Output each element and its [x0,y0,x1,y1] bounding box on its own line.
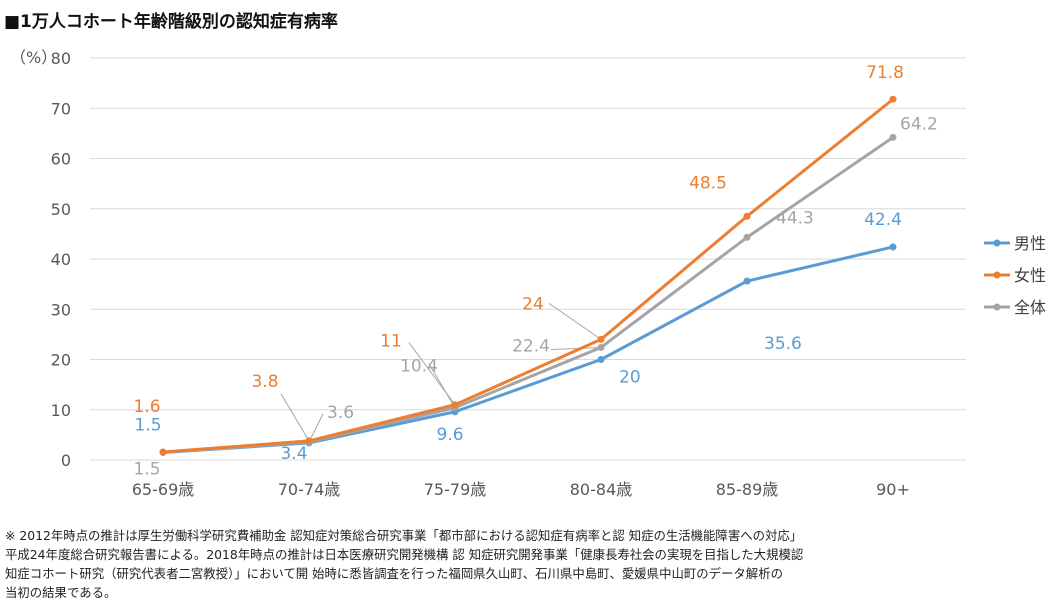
x-tick-label: 70-74歳 [278,480,341,499]
y-tick-label: 40 [51,250,71,269]
data-label: 42.4 [864,210,902,230]
y-tick-label: 70 [51,99,71,118]
legend-label: 女性 [1014,266,1046,285]
gridlines [90,57,966,461]
y-tick-label: 20 [51,351,71,370]
y-tick-label: 60 [51,150,71,169]
x-axis-ticks: 65-69歳 70-74歳 75-79歳 80-84歳 85-89歳 90+ [132,480,910,499]
data-point [451,401,459,409]
data-label: 11 [380,332,402,352]
data-label: 24 [522,294,544,314]
leader-line [280,393,310,442]
data-point [159,448,167,456]
data-labels: 1.5 3.4 9.6 20 35.6 42.4 1.6 3.8 11 24 48.5 71.8 1.5… [133,63,937,479]
data-point [597,335,605,343]
legend-marker [993,239,1001,247]
x-tick-label: 85-89歳 [716,480,779,499]
data-point [889,133,897,141]
data-point [305,437,313,445]
data-label: 22.4 [512,336,550,356]
data-point [889,243,897,251]
data-point [889,95,897,103]
data-label: 64.2 [900,114,938,134]
x-tick-label: 65-69歳 [132,480,195,499]
legend-marker [993,303,1001,311]
label-leader-lines [280,219,773,443]
footnote: ※ 2012年時点の推計は厚生労働科学研究費補助金 認知症対策総合研究事業「都市… [5,528,804,600]
y-tick-label: 50 [51,200,71,219]
x-tick-label: 75-79歳 [424,480,487,499]
data-label: 9.6 [436,425,463,445]
data-label: 1.5 [133,459,160,479]
x-tick-label: 90+ [876,480,910,499]
data-label: 3.6 [327,403,354,423]
leader-line [548,302,602,340]
data-label: 3.8 [251,372,278,392]
data-label: 1.5 [134,415,161,435]
y-axis-ticks: 0 10 20 30 40 50 60 70 80 [51,49,71,470]
series-line-女性 [161,97,895,454]
series-lines [159,95,897,456]
data-label: 48.5 [689,173,727,193]
legend-marker [993,271,1001,279]
y-tick-label: 0 [61,451,71,470]
y-tick-label: 80 [51,49,71,68]
data-point [597,356,605,363]
data-label: 10.4 [400,357,438,377]
leader-line [308,413,324,443]
leader-line [550,346,602,350]
legend-label: 全体 [1014,298,1046,317]
x-tick-label: 80-84歳 [570,480,633,499]
data-label: 35.6 [764,334,802,354]
data-point [743,233,751,241]
data-label: 20 [619,368,641,388]
data-label: 3.4 [280,444,307,464]
chart: ■1万人コホート年齢階級別の認知症有病率 （%） 0 10 20 30 40 50 60 70… [4,11,1046,499]
data-point [743,212,751,220]
y-tick-label: 10 [51,401,71,420]
data-label: 71.8 [866,63,904,83]
chart-title: ■1万人コホート年齢階級別の認知症有病率 [4,11,338,32]
y-tick-label: 30 [51,300,71,319]
data-point [597,343,605,351]
legend-label: 男性 [1014,234,1046,253]
leader-line [428,363,456,408]
y-axis-unit: （%） [10,48,57,67]
data-label: 44.3 [776,208,814,228]
data-label: 1.6 [133,397,160,417]
data-point [743,277,751,285]
